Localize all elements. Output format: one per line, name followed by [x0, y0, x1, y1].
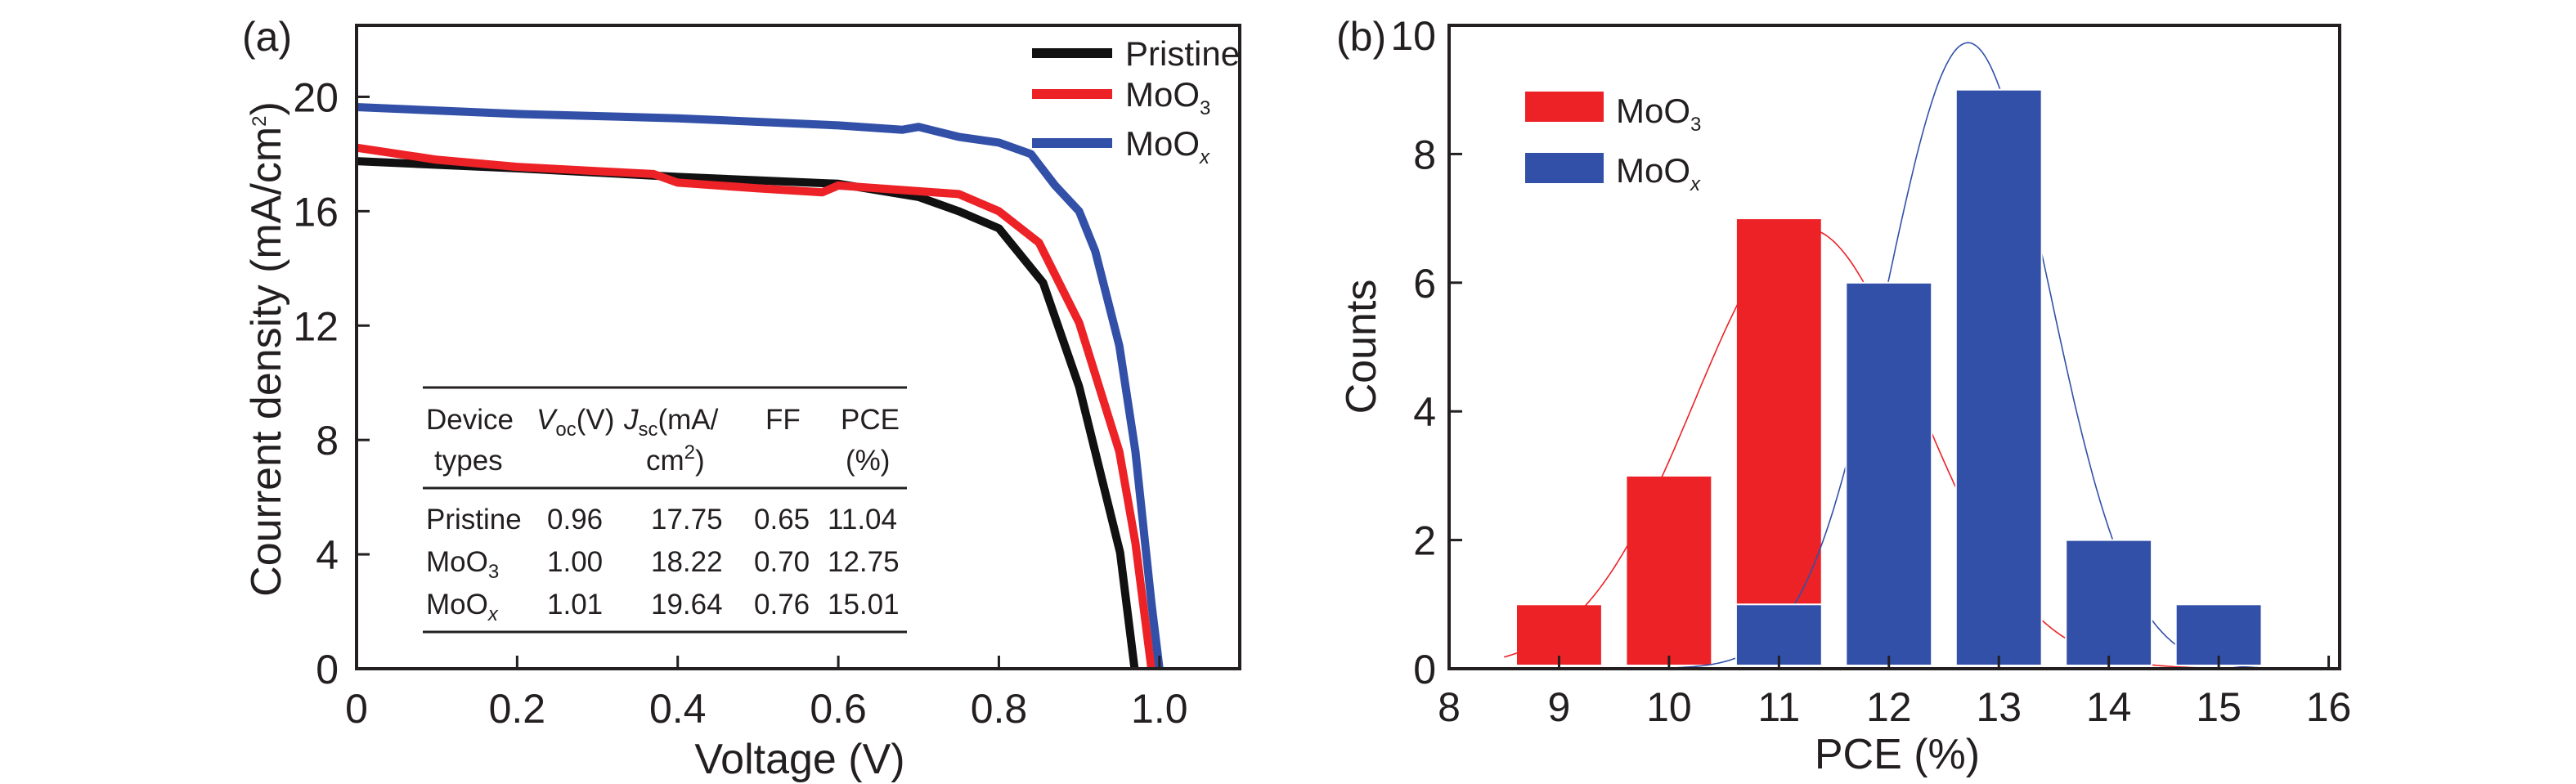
jv-curve-moox [356, 103, 1164, 670]
device-name: MoO [426, 546, 488, 578]
header-device: Device [426, 404, 514, 436]
x-tick-label: 0.6 [810, 686, 867, 732]
cell-device: MoOx [426, 589, 499, 625]
cell-jsc: 19.64 [651, 589, 723, 620]
header-voc: Voc(V) [536, 404, 614, 441]
pce-histogram: (b) 8 9 10 11 12 13 14 15 16 0 2 4 6 8 10 PCE (%) Coun… [1336, 13, 2351, 778]
x-tick-label: 13 [1976, 684, 2022, 730]
cell-device: Pristine [426, 504, 522, 535]
x-tick-label: 11 [1757, 684, 1800, 730]
legend-label: Pristine [1125, 34, 1240, 73]
device-name: MoO [426, 589, 488, 620]
cell-ff: 0.70 [754, 546, 810, 578]
plot-frame-a [355, 24, 1241, 670]
y-tick-label: 8 [316, 418, 339, 464]
legend-swatch [1525, 153, 1604, 183]
x-tick-label: 9 [1548, 684, 1571, 730]
y-tick-label: 6 [1413, 261, 1436, 307]
y-tick-label: 4 [316, 532, 339, 578]
x-tick-label: 0.8 [971, 686, 1028, 732]
header-jsc-line2: cm2) [646, 441, 705, 477]
cell-jsc: 17.75 [651, 504, 723, 535]
device-name: Pristine [426, 504, 522, 535]
table-row: MoOx 1.01 19.64 0.76 15.01 [426, 589, 900, 625]
x-tick-label: 16 [2306, 684, 2352, 730]
x-axis-title-b: PCE (%) [1815, 731, 1980, 778]
legend-label: MoO3 [1616, 92, 1701, 136]
bar-moox-11 [1735, 603, 1823, 666]
table-row: Pristine 0.96 17.75 0.65 11.04 [426, 504, 897, 535]
legend-label: MoOx [1125, 124, 1210, 168]
table-body: Pristine 0.96 17.75 0.65 11.04 MoO3 1.00 18.22 0… [426, 504, 900, 625]
header-jsc: Jsc(mA/ [623, 404, 719, 441]
bar-moo3-10 [1625, 474, 1713, 667]
legend-item-moo3: MoO3 [1032, 75, 1210, 119]
cell-pce: 11.04 [828, 504, 897, 535]
y-tick-label: 10 [1390, 13, 1436, 59]
legend-label: MoO3 [1125, 75, 1210, 119]
y-axis-title-a: Courrent density (mA/cm2) [243, 101, 290, 597]
x-axis-title-a: Voltage (V) [694, 736, 904, 783]
histogram-bars [1503, 42, 2274, 670]
table-row: MoO3 1.00 18.22 0.70 12.75 [426, 546, 900, 583]
y-tick-label: 0 [316, 647, 339, 692]
bar-moox-14 [2065, 539, 2153, 666]
x-tick-label: 14 [2086, 684, 2132, 730]
cell-voc: 1.00 [547, 546, 603, 578]
x-tick-label: 1.0 [1131, 686, 1188, 732]
y-tick-label: 4 [1413, 389, 1436, 435]
jv-curve-moo3 [356, 143, 1156, 670]
x-tick-label: 0.2 [489, 686, 546, 732]
y-tick-label: 0 [1413, 647, 1436, 692]
y-tick-label: 12 [293, 303, 339, 349]
legend-item-moox: MoOx [1525, 151, 1701, 195]
header-pce-line2: (%) [846, 445, 890, 477]
y-axis-title-b: Counts [1338, 280, 1385, 414]
cell-ff: 0.76 [754, 589, 810, 620]
x-tick-label: 12 [1866, 684, 1912, 730]
cell-voc: 0.96 [547, 504, 603, 535]
y-tick-label: 20 [293, 74, 339, 120]
panel-a-label: (a) [242, 14, 292, 60]
cell-jsc: 18.22 [651, 546, 723, 578]
header-device-line2: types [434, 445, 503, 477]
bar-moox-13 [1954, 88, 2043, 666]
bar-moo3-11 [1735, 217, 1823, 667]
cell-pce: 15.01 [828, 589, 900, 620]
bar-moo3-9 [1515, 603, 1603, 666]
legend-swatch [1525, 92, 1604, 122]
legend-item-moox: MoOx [1032, 124, 1210, 168]
jv-curves [356, 103, 1164, 670]
plot-frame-b [1447, 24, 2341, 670]
header-ff: FF [765, 404, 801, 436]
legend-b: MoO3 MoOx [1525, 92, 1701, 195]
axis-ticks-b: 8 9 10 11 12 13 14 15 16 0 2 4 6 8 10 [1390, 13, 2351, 730]
x-tick-label: 8 [1438, 684, 1461, 730]
inset-table: Device types Voc(V) Jsc(mA/ cm2) FF PCE … [423, 386, 907, 634]
device-subscript: 3 [488, 561, 499, 583]
bar-moox-12 [1845, 281, 1933, 666]
legend-a: Pristine MoO3 MoOx [1032, 34, 1240, 168]
legend-item-moo3: MoO3 [1525, 92, 1701, 136]
x-tick-label: 15 [2196, 684, 2242, 730]
y-tick-label: 16 [293, 189, 339, 235]
cell-pce: 12.75 [828, 546, 900, 578]
legend-label: MoOx [1616, 151, 1701, 195]
device-subscript: x [487, 603, 499, 625]
x-tick-label: 0 [345, 686, 368, 732]
cell-device: MoO3 [426, 546, 499, 583]
panel-b-label: (b) [1336, 14, 1386, 60]
y-tick-label: 8 [1413, 132, 1436, 177]
legend-item-pristine: Pristine [1032, 34, 1240, 73]
x-tick-label: 10 [1646, 684, 1692, 730]
x-tick-label: 0.4 [649, 686, 707, 732]
header-pce: PCE [841, 404, 900, 436]
y-tick-label: 2 [1413, 518, 1436, 564]
cell-ff: 0.65 [754, 504, 810, 535]
bar-moox-15 [2174, 603, 2263, 666]
cell-voc: 1.01 [547, 589, 603, 620]
